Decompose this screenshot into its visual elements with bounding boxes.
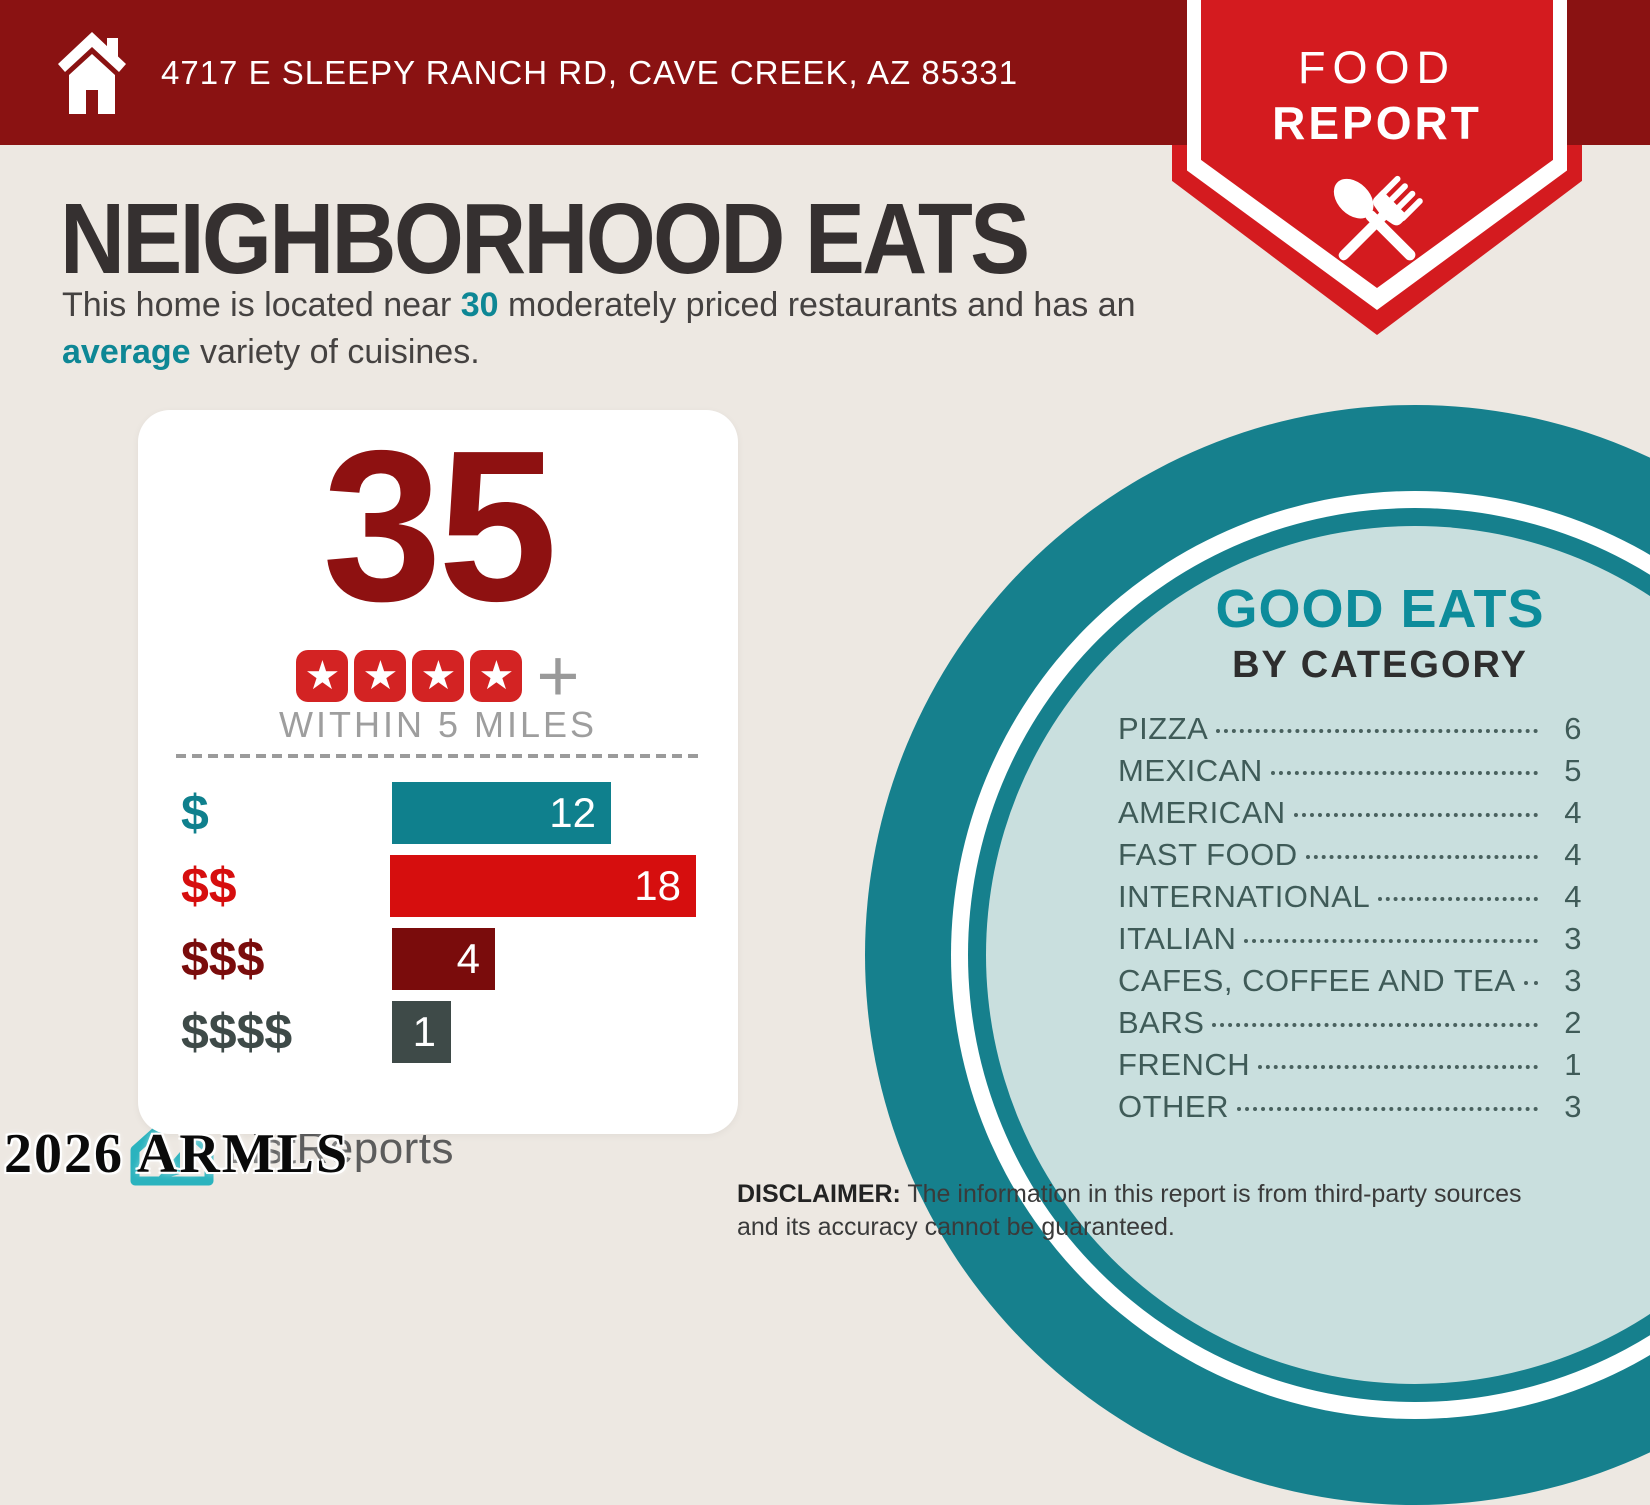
dotted-leader	[1305, 855, 1538, 859]
category-value: 6	[1564, 711, 1582, 746]
category-row: FRENCH 1	[1118, 1047, 1582, 1089]
category-label: OTHER	[1118, 1089, 1229, 1124]
intro-text: variety of cuisines.	[190, 332, 480, 371]
bar: 12	[392, 782, 611, 844]
radius-label: WITHIN 5 MILES	[278, 704, 598, 745]
good-eats-circle	[986, 526, 1650, 1384]
bar: 18	[390, 855, 696, 917]
category-label: FAST FOOD	[1118, 837, 1298, 872]
category-label: INTERNATIONAL	[1118, 879, 1371, 914]
intro-text: This home is located near	[62, 286, 461, 324]
dotted-leader	[1258, 1065, 1538, 1069]
dotted-leader	[1244, 939, 1538, 943]
badge-label-food: FOOD	[1298, 42, 1456, 93]
bar-track: 18	[390, 855, 696, 917]
disclaimer-label: DISCLAIMER:	[737, 1180, 901, 1208]
bar-row: $$$$ 1	[138, 1001, 696, 1063]
star-icon: ★	[470, 650, 523, 702]
restaurant-summary-card: 35 ★ ★ ★ ★ + WITHIN 5 MILES $ 12 $$ 18 $$$ 4…	[138, 410, 738, 1134]
dotted-leader	[1270, 771, 1538, 775]
disclaimer: DISCLAIMER: The information in this repo…	[737, 1178, 1537, 1243]
star-icon: ★	[412, 650, 465, 702]
bar-row: $$ 18	[138, 855, 696, 917]
good-eats-title: GOOD EATS	[1215, 579, 1545, 639]
intro-text: moderately priced restaurants and has an	[498, 286, 1136, 324]
dotted-leader	[1237, 1107, 1538, 1111]
category-label: MEXICAN	[1118, 753, 1263, 788]
bar: 4	[392, 928, 495, 990]
category-value: 3	[1564, 921, 1582, 956]
bar: 1	[392, 1001, 451, 1063]
bar-value: 18	[634, 862, 681, 909]
category-value: 5	[1564, 753, 1582, 788]
home-icon	[58, 31, 126, 114]
intro-paragraph: This home is located near 30 moderately …	[62, 282, 1142, 376]
bar-row: $$$ 4	[138, 928, 696, 990]
category-value: 4	[1564, 795, 1582, 830]
property-address: 4717 E SLEEPY RANCH RD, CAVE CREEK, AZ 8…	[161, 53, 1019, 91]
category-label: FRENCH	[1118, 1047, 1251, 1082]
star-rating: ★ ★ ★ ★ +	[138, 634, 738, 717]
price-label: $$$$	[181, 1004, 293, 1060]
restaurant-count-highlight: 30	[460, 286, 499, 324]
page-title: NEIGHBORHOOD EATS	[60, 183, 1030, 295]
category-label: CAFES, COFFEE AND TEA	[1118, 963, 1516, 998]
bar-track: 4	[392, 928, 696, 990]
category-row: INTERNATIONAL 4	[1118, 879, 1582, 921]
badge-label-report: REPORT	[1272, 97, 1482, 149]
dotted-leader	[1212, 1023, 1538, 1027]
category-value: 2	[1564, 1005, 1582, 1040]
food-report-badge: FOOD REPORT	[1201, 0, 1553, 288]
listreports-house-icon	[130, 1112, 214, 1186]
dotted-leader	[1293, 813, 1538, 817]
star-icon: ★	[296, 650, 349, 702]
dotted-leader	[1378, 897, 1538, 901]
restaurant-count: 35	[322, 405, 557, 646]
star-icon: ★	[354, 650, 407, 702]
category-value: 4	[1564, 879, 1582, 914]
category-value: 3	[1564, 963, 1582, 998]
category-list: PIZZA 6 MEXICAN 5 AMERICAN 4 FAST FOOD 4 INT…	[1118, 711, 1582, 1131]
category-label: ITALIAN	[1118, 921, 1237, 956]
good-eats-panel: GOOD EATS BY CATEGORY PIZZA 6 MEXICAN 5 AM…	[1118, 578, 1582, 1131]
bar-track: 1	[392, 1001, 696, 1063]
dotted-leader	[1523, 981, 1538, 985]
category-row: CAFES, COFFEE AND TEA 3	[1118, 963, 1582, 1005]
category-row: OTHER 3	[1118, 1089, 1582, 1131]
category-row: FAST FOOD 4	[1118, 837, 1582, 879]
bar-value: 12	[549, 789, 596, 836]
dotted-leader	[1216, 729, 1538, 733]
variety-highlight: average	[62, 332, 191, 371]
dashed-divider	[176, 754, 700, 758]
price-label: $$	[181, 858, 237, 914]
category-label: AMERICAN	[1118, 795, 1286, 830]
good-eats-subtitle: BY CATEGORY	[1232, 644, 1528, 686]
category-value: 3	[1564, 1089, 1582, 1124]
category-row: MEXICAN 5	[1118, 753, 1582, 795]
bar-track: 12	[392, 782, 696, 844]
bar-value: 4	[456, 935, 480, 982]
category-value: 4	[1564, 837, 1582, 872]
category-row: PIZZA 6	[1118, 711, 1582, 753]
crossed-spoon-fork-icon	[1333, 175, 1423, 261]
category-label: BARS	[1118, 1005, 1205, 1040]
bar-value: 1	[412, 1008, 436, 1055]
bar-row: $ 12	[138, 782, 696, 844]
armls-watermark: 2026 ARMLS	[4, 1123, 350, 1185]
disclaimer-text: The information in this report is from t…	[737, 1180, 1522, 1241]
price-label: $$$	[181, 931, 265, 987]
price-level-bar-chart: $ 12 $$ 18 $$$ 4 $$$$ 1	[138, 782, 696, 1074]
category-row: BARS 2	[1118, 1005, 1582, 1047]
category-row: ITALIAN 3	[1118, 921, 1582, 963]
category-label: PIZZA	[1118, 711, 1209, 746]
category-value: 1	[1564, 1047, 1582, 1082]
plus-icon: +	[536, 634, 580, 717]
category-row: AMERICAN 4	[1118, 795, 1582, 837]
price-label: $	[181, 785, 209, 841]
